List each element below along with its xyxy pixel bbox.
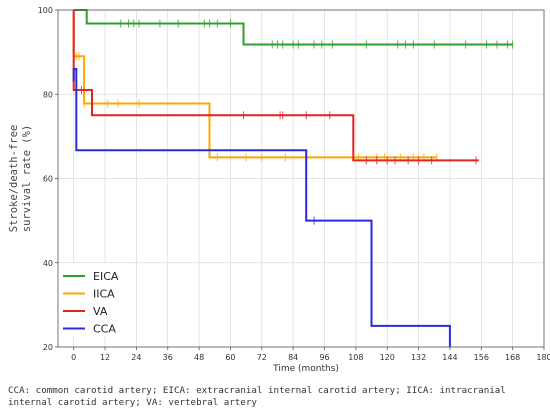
x-tick-label: 180 [536,353,550,362]
x-tick-label: 144 [442,353,457,362]
x-tick-label: 84 [288,353,298,362]
series-line-cca [72,68,451,347]
x-tick-label: 0 [71,353,76,362]
legend-label-iica: IICA [93,288,115,301]
y-tick-label: 60 [43,175,53,184]
x-tick-label: 48 [194,353,204,362]
x-tick-label: 72 [257,353,267,362]
y-tick-label: 80 [43,90,53,99]
figure-caption: CCA: common carotid artery; EICA: extrac… [8,385,506,408]
grid [58,9,545,348]
y-tick-label: 20 [43,343,53,352]
x-tick-label: 12 [100,353,110,362]
series-line-iica [72,10,437,159]
x-tick-label: 60 [225,353,235,362]
y-tick-label: 100 [38,6,53,15]
y-axis-title-line-1: Stroke/death-free [8,125,20,232]
series-iica [72,10,438,162]
legend-label-va: VA [93,305,108,318]
y-axis-title-line-2: survival rate (%) [21,125,33,232]
legend-label-eica: EICA [93,270,119,283]
x-tick-label: 132 [411,353,426,362]
ticks: 0 12 24 36 48 60 72 84 96 108 120 132 144 156 168 180 20… [38,6,550,362]
x-axis-title: Time (months) [272,364,339,374]
x-tick-label: 168 [505,353,520,362]
series-cca [72,68,451,347]
chart: 0 12 24 36 48 60 72 84 96 108 120 132 144 156 168 180 20… [8,6,550,374]
x-tick-label: 108 [348,353,363,362]
legend: EICA IICA VA CCA [60,263,130,337]
y-tick-label: 40 [43,259,53,268]
series-line-va [72,10,479,162]
legend-label-cca: CCA [93,323,116,336]
x-tick-label: 156 [474,353,489,362]
x-tick-label: 36 [163,353,173,362]
x-tick-label: 24 [131,353,141,362]
x-tick-label: 120 [380,353,395,362]
x-tick-label: 96 [319,353,329,362]
series-va [72,10,479,165]
